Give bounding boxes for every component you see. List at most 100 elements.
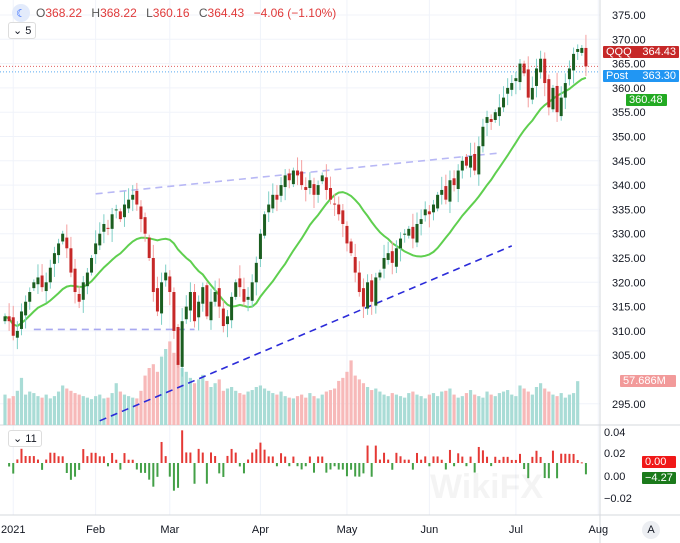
- indicator-bar: [242, 463, 245, 474]
- volume-bar: [197, 379, 201, 425]
- candle-body: [394, 248, 398, 267]
- indicator-bar: [214, 456, 217, 463]
- volume-bar: [283, 396, 287, 425]
- volume-bar: [497, 393, 501, 425]
- indicator-bar: [580, 462, 583, 464]
- volume-bar: [127, 396, 131, 425]
- indicator-bar: [41, 463, 44, 470]
- ma-settings-toggle[interactable]: ⌄ 5: [8, 22, 37, 39]
- indicator-bar: [12, 463, 15, 474]
- post-price: 363.30: [642, 70, 676, 82]
- time-tick-label: Jul: [509, 524, 523, 536]
- volume-bar: [386, 396, 390, 425]
- volume-bar: [94, 396, 98, 425]
- indicator-bar: [321, 456, 324, 463]
- candle-body: [390, 251, 394, 263]
- candle-body: [267, 204, 271, 213]
- volume-bar: [85, 397, 89, 425]
- candle-body: [399, 238, 403, 249]
- indicator-bar: [403, 459, 406, 463]
- price-tick-label: 355.00: [612, 107, 646, 119]
- indicator-bar: [82, 449, 85, 463]
- indicator-length: 11: [25, 433, 37, 445]
- candle-body: [94, 243, 98, 255]
- candle-body: [324, 177, 328, 190]
- volume-bar: [242, 394, 246, 425]
- price-tick-label: 325.00: [612, 253, 646, 265]
- indicator-bar: [45, 459, 48, 463]
- volume-bar: [69, 390, 73, 425]
- indicator-bar: [177, 463, 180, 488]
- volume-bar: [275, 394, 279, 425]
- candle-body: [481, 126, 485, 147]
- candle-body: [452, 178, 456, 186]
- indicator-settings-toggle[interactable]: ⌄ 11: [8, 430, 42, 447]
- indicator-bar: [267, 456, 270, 463]
- indicator-bar: [115, 459, 118, 463]
- volume-bar: [460, 396, 464, 425]
- indicator-bar: [584, 463, 587, 475]
- volume-bar: [312, 396, 316, 425]
- volume-bar: [567, 394, 572, 425]
- volume-bar: [89, 399, 94, 425]
- volume-bar: [403, 397, 407, 425]
- candle-body: [382, 258, 386, 269]
- indicator-tick-label: 0.04: [604, 427, 625, 439]
- candle-body: [48, 267, 52, 283]
- indicator-bar: [436, 456, 439, 463]
- candle-body: [69, 248, 73, 273]
- candle-body: [201, 287, 205, 304]
- candle-body: [580, 47, 584, 53]
- candle-body: [304, 187, 308, 190]
- volume-bar: [135, 398, 139, 425]
- candle-body: [423, 209, 427, 216]
- volume-bar: [3, 394, 7, 425]
- indicator-bar: [160, 441, 163, 463]
- candle-body: [349, 241, 353, 254]
- watermark: WikiFX: [430, 468, 543, 506]
- candle-body: [221, 308, 225, 327]
- auto-scale-button[interactable]: A: [642, 521, 660, 539]
- candle-body: [361, 288, 365, 307]
- indicator-bar: [164, 456, 167, 463]
- price-tick-label: 330.00: [612, 229, 646, 241]
- candle-body: [217, 288, 221, 307]
- volume-bar: [44, 394, 48, 425]
- candle-body: [242, 289, 246, 302]
- volume-bar: [316, 398, 320, 425]
- candle-body: [7, 316, 11, 322]
- candle-body: [559, 97, 563, 117]
- volume-bar: [473, 394, 477, 425]
- open-label: O: [36, 6, 46, 20]
- indicator-bar: [94, 452, 97, 463]
- indicator-bar: [395, 452, 398, 463]
- candle-body: [52, 253, 56, 264]
- indicator-bar: [218, 463, 221, 474]
- candle-body: [539, 58, 543, 73]
- candle-body: [193, 292, 197, 322]
- indicator-bar: [543, 463, 546, 479]
- theme-moon-icon[interactable]: ☾: [12, 4, 30, 22]
- volume-bar: [118, 391, 122, 425]
- candle-body: [230, 296, 234, 321]
- volume-bar: [300, 394, 304, 425]
- price-tick-label: 315.00: [612, 302, 646, 314]
- volume-bar: [225, 388, 230, 425]
- volume-bar: [440, 391, 444, 425]
- high-value: 368.22: [100, 6, 137, 20]
- time-tick-label: 2021: [1, 524, 25, 536]
- indicator-bar: [325, 463, 328, 473]
- volume-bar: [328, 390, 333, 425]
- volume-tag: 57.686M: [620, 375, 676, 387]
- indicator-bar: [131, 459, 134, 463]
- volume-bar: [481, 397, 485, 425]
- indicator-bar: [57, 456, 60, 463]
- candle-body: [168, 276, 172, 293]
- indicator-bar: [572, 453, 575, 463]
- candle-body: [184, 306, 188, 320]
- indicator-bar: [201, 452, 204, 463]
- indicator-bar: [498, 459, 501, 463]
- indicator-bar: [366, 445, 369, 463]
- indicator-bar: [107, 463, 109, 467]
